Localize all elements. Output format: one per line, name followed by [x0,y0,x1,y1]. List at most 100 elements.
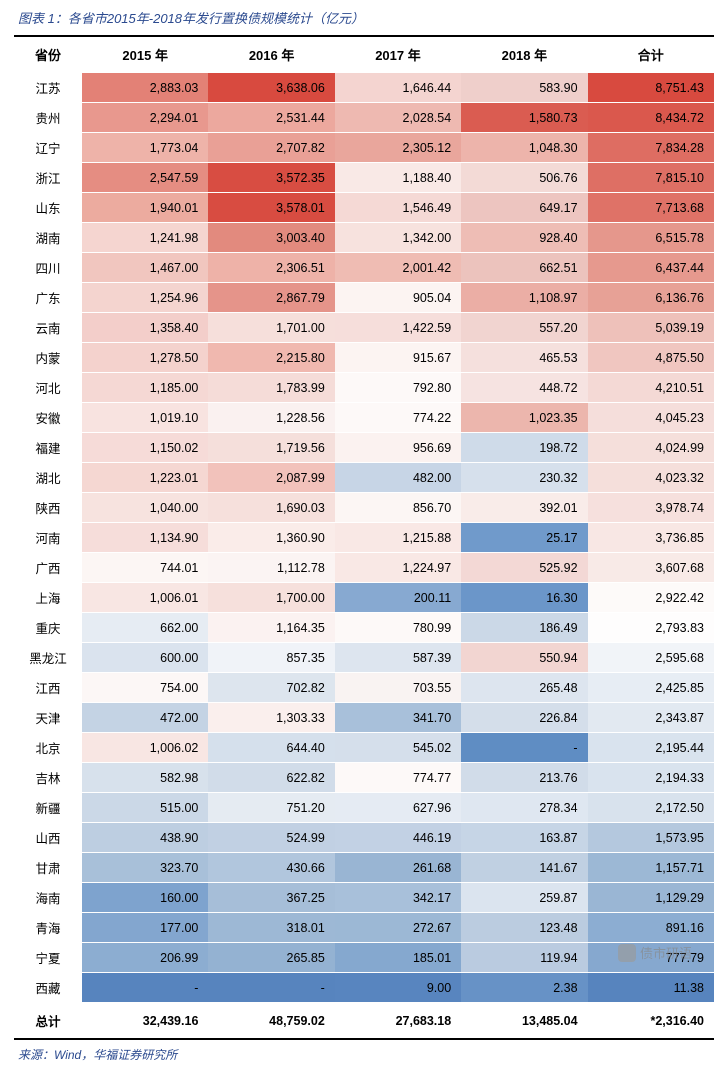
value-cell: 1,467.00 [82,253,208,283]
table-row: 江西754.00702.82703.55265.482,425.85 [14,673,714,703]
value-cell: 1,940.01 [82,193,208,223]
value-cell: 200.11 [335,583,461,613]
value-cell: 703.55 [335,673,461,703]
value-cell: 446.19 [335,823,461,853]
value-cell: 1,278.50 [82,343,208,373]
value-cell: 754.00 [82,673,208,703]
value-cell: 583.90 [461,73,587,103]
value-cell: 905.04 [335,283,461,313]
watermark-icon [618,944,636,962]
value-cell: 1,773.04 [82,133,208,163]
value-cell: 600.00 [82,643,208,673]
value-cell: 265.48 [461,673,587,703]
value-cell: 438.90 [82,823,208,853]
value-cell: 1,006.01 [82,583,208,613]
table-row: 天津472.001,303.33341.70226.842,343.87 [14,703,714,733]
value-cell: 6,437.44 [588,253,714,283]
value-cell: 702.82 [208,673,334,703]
table-row: 福建1,150.021,719.56956.69198.724,024.99 [14,433,714,463]
value-cell: 506.76 [461,163,587,193]
value-cell: 662.51 [461,253,587,283]
table-row: 四川1,467.002,306.512,001.42662.516,437.44 [14,253,714,283]
value-cell: 160.00 [82,883,208,913]
table-row: 山西438.90524.99446.19163.871,573.95 [14,823,714,853]
value-cell: 1,783.99 [208,373,334,403]
province-cell: 重庆 [14,613,82,643]
table-row: 广东1,254.962,867.79905.041,108.976,136.76 [14,283,714,313]
value-cell: 774.77 [335,763,461,793]
value-cell: 367.25 [208,883,334,913]
value-cell: 1,580.73 [461,103,587,133]
province-cell: 上海 [14,583,82,613]
value-cell: 1,112.78 [208,553,334,583]
value-cell: 891.16 [588,913,714,943]
value-cell: 2,028.54 [335,103,461,133]
value-cell: 272.67 [335,913,461,943]
column-header: 2017 年 [335,36,461,73]
table-row: 广西744.011,112.781,224.97525.923,607.68 [14,553,714,583]
province-cell: 福建 [14,433,82,463]
value-cell: 857.35 [208,643,334,673]
province-cell: 内蒙 [14,343,82,373]
table-row: 安徽1,019.101,228.56774.221,023.354,045.23 [14,403,714,433]
value-cell: 186.49 [461,613,587,643]
watermark-text: 债市研语 [640,943,692,962]
value-cell: 622.82 [208,763,334,793]
province-cell: 云南 [14,313,82,343]
value-cell: 226.84 [461,703,587,733]
value-cell: 2,305.12 [335,133,461,163]
value-cell: 8,434.72 [588,103,714,133]
province-cell: 山东 [14,193,82,223]
value-cell: 472.00 [82,703,208,733]
value-cell: 515.00 [82,793,208,823]
total-cell: 48,759.02 [208,1003,334,1040]
province-cell: 河南 [14,523,82,553]
value-cell: 392.01 [461,493,587,523]
column-header: 合计 [588,36,714,73]
province-cell: 湖北 [14,463,82,493]
value-cell: 1,006.02 [82,733,208,763]
value-cell: 2,883.03 [82,73,208,103]
value-cell: 177.00 [82,913,208,943]
table-row: 河南1,134.901,360.901,215.8825.173,736.85 [14,523,714,553]
value-cell: 11.38 [588,973,714,1003]
value-cell: 2,922.42 [588,583,714,613]
value-cell: 751.20 [208,793,334,823]
value-cell: 1,342.00 [335,223,461,253]
value-cell: 1,422.59 [335,313,461,343]
table-row: 湖北1,223.012,087.99482.00230.324,023.32 [14,463,714,493]
table-row: 陕西1,040.001,690.03856.70392.013,978.74 [14,493,714,523]
value-cell: 4,210.51 [588,373,714,403]
value-cell: 3,736.85 [588,523,714,553]
value-cell: 792.80 [335,373,461,403]
value-cell: 3,978.74 [588,493,714,523]
value-cell: 278.34 [461,793,587,823]
value-cell: 524.99 [208,823,334,853]
value-cell: 2,547.59 [82,163,208,193]
column-header: 2018 年 [461,36,587,73]
value-cell: 1,690.03 [208,493,334,523]
province-cell: 辽宁 [14,133,82,163]
value-cell: 2,215.80 [208,343,334,373]
province-cell: 西藏 [14,973,82,1003]
province-cell: 四川 [14,253,82,283]
data-table: 省份2015 年2016 年2017 年2018 年合计 江苏2,883.033… [14,35,714,1040]
value-cell: 1,701.00 [208,313,334,343]
value-cell: 744.01 [82,553,208,583]
table-row: 吉林582.98622.82774.77213.762,194.33 [14,763,714,793]
value-cell: 7,834.28 [588,133,714,163]
value-cell: 856.70 [335,493,461,523]
value-cell: 1,254.96 [82,283,208,313]
province-cell: 青海 [14,913,82,943]
value-cell: 1,129.29 [588,883,714,913]
value-cell: 774.22 [335,403,461,433]
total-label: 总计 [14,1003,82,1040]
value-cell: 4,024.99 [588,433,714,463]
value-cell: 3,003.40 [208,223,334,253]
value-cell: 213.76 [461,763,587,793]
value-cell: 1,019.10 [82,403,208,433]
value-cell: 259.87 [461,883,587,913]
value-cell: 525.92 [461,553,587,583]
value-cell: 1,134.90 [82,523,208,553]
province-cell: 贵州 [14,103,82,133]
